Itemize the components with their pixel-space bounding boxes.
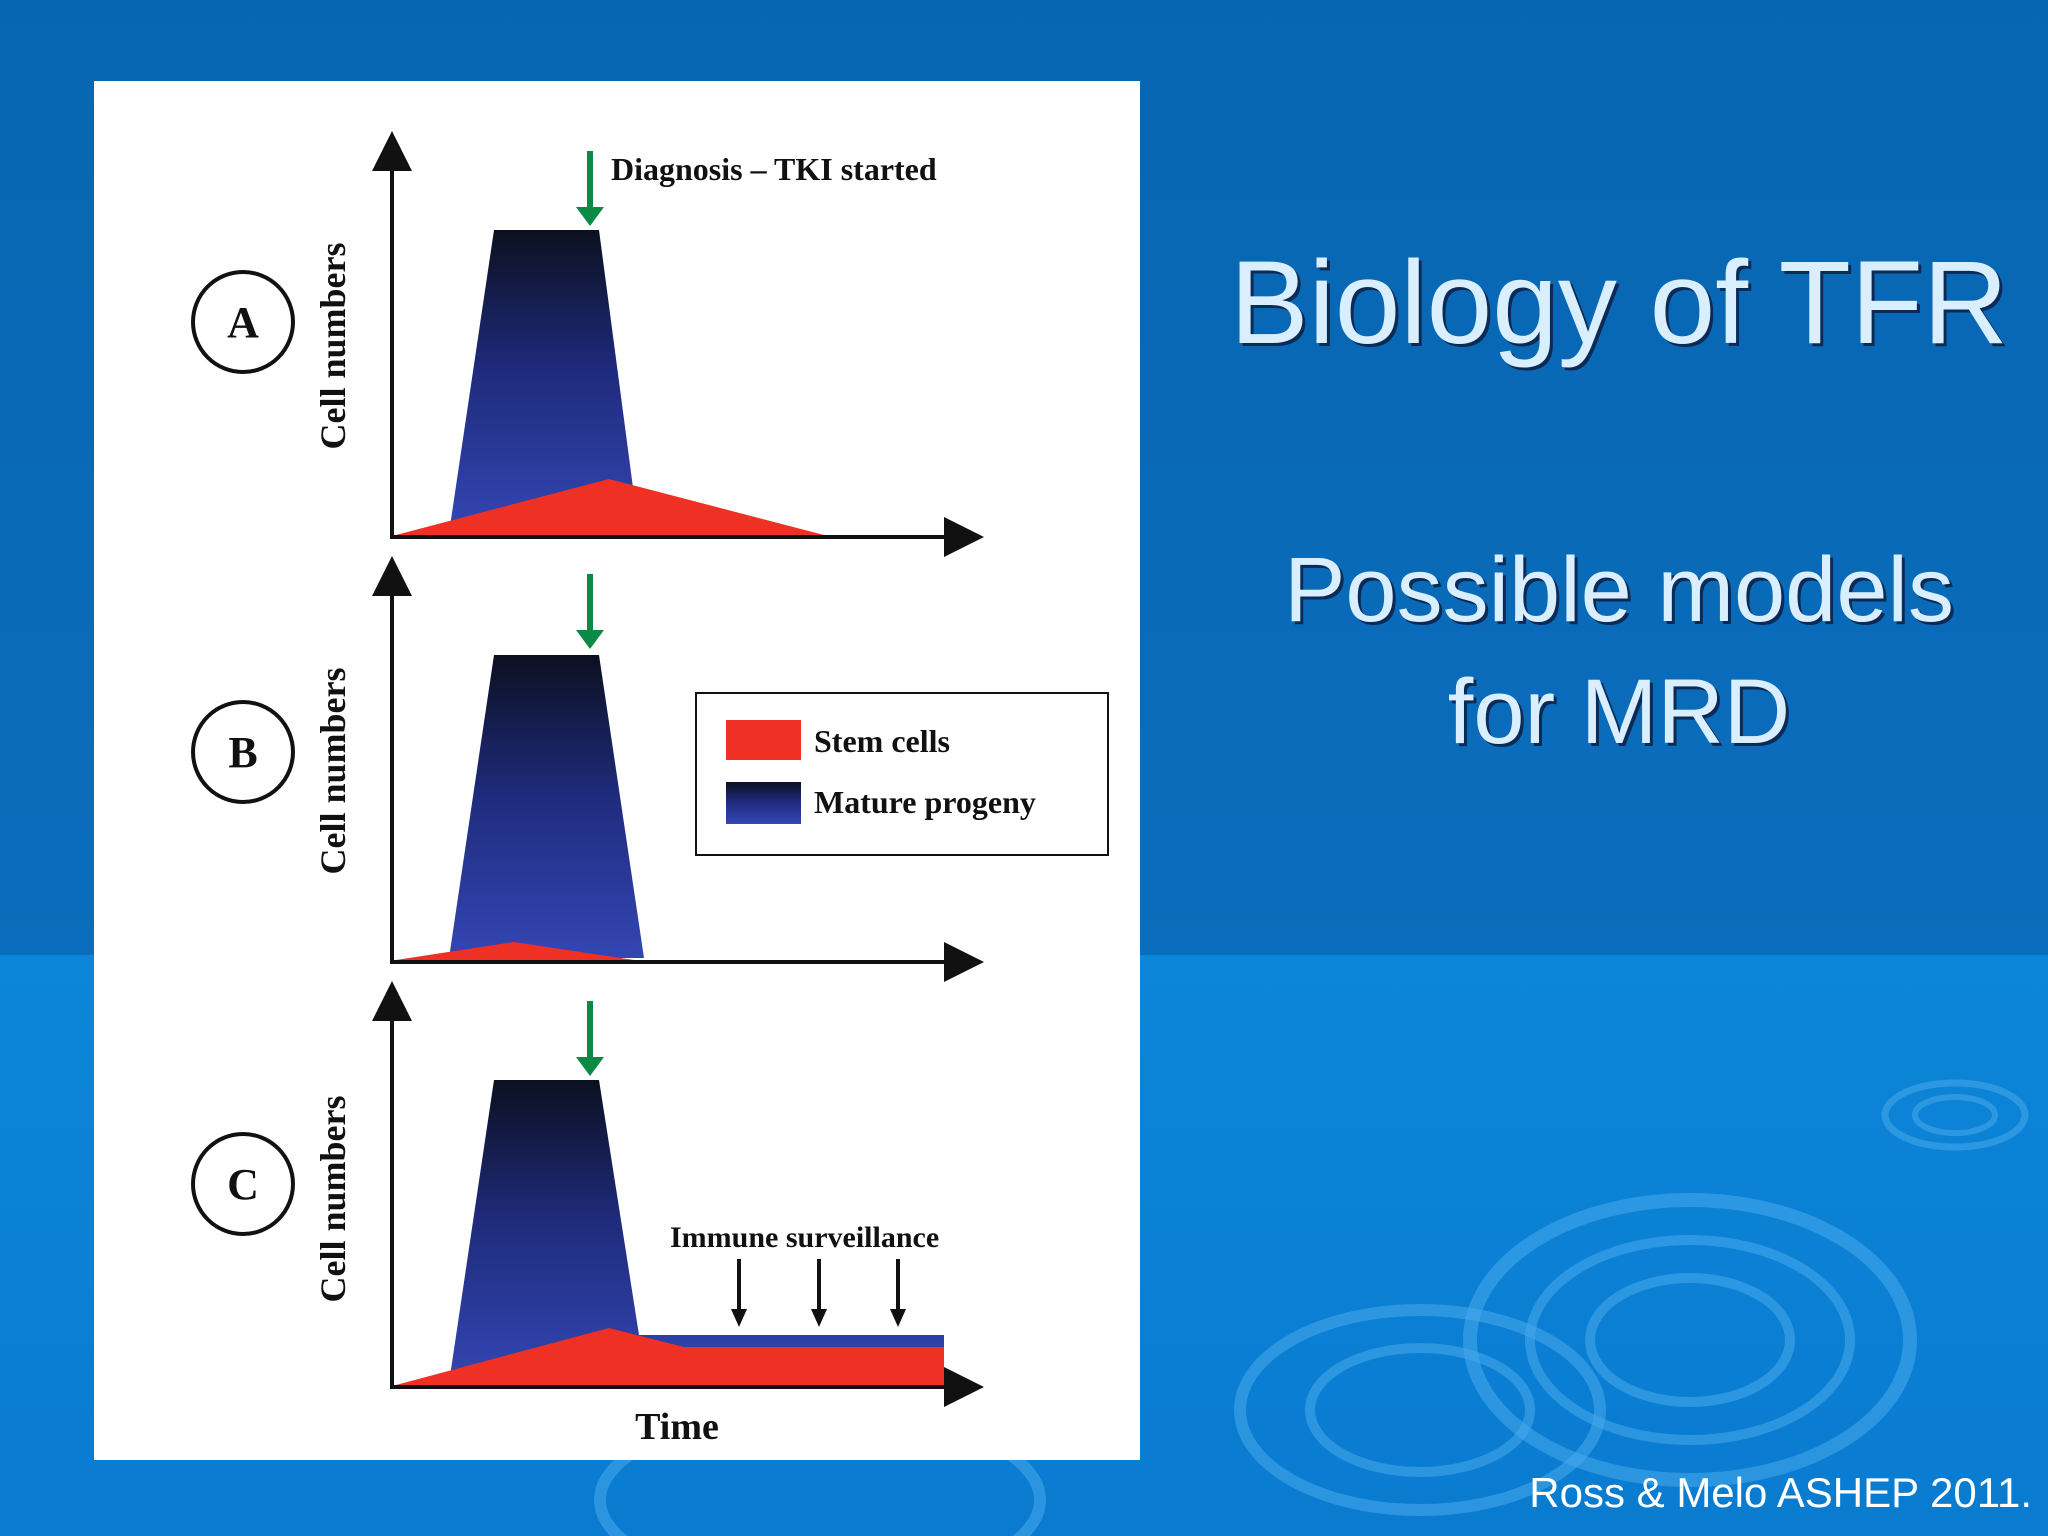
legend-swatch-mature-progeny	[726, 782, 801, 824]
panel-b-diagnosis-arrowhead	[576, 630, 604, 649]
slide-title: Biology of TFR	[1229, 237, 2009, 369]
slide-subtitle-line1: Possible models	[1284, 539, 1954, 641]
panel-a-stem-cells	[396, 479, 824, 535]
panel-c-diagnosis-arrowhead	[576, 1057, 604, 1076]
legend: Stem cells Mature progeny	[695, 692, 1109, 856]
panel-b-ylabel: Cell numbers	[313, 668, 353, 875]
panel-c-ylabel: Cell numbers	[313, 1096, 353, 1303]
panel-c-label-circle	[191, 1132, 295, 1236]
panel-b-mature-progeny	[449, 655, 644, 958]
panel-a-label: A	[227, 298, 259, 347]
legend-box	[695, 692, 1109, 856]
panel-b-label-circle	[191, 700, 295, 804]
legend-swatch-stem-cells	[726, 720, 801, 760]
panel-a-mature-progeny	[449, 230, 639, 533]
citation: Ross & Melo ASHEP 2011.	[1529, 1469, 2032, 1516]
panel-a-diagnosis-arrowhead	[576, 207, 604, 226]
panel-c-mature-progeny	[449, 1080, 944, 1383]
immune-surveillance-arrows	[731, 1259, 906, 1327]
panel-c-xlabel: Time	[635, 1406, 719, 1448]
panel-c: C Cell numbers Immune surveillance Time	[191, 981, 984, 1448]
panel-a-annotation: Diagnosis – TKI started	[611, 151, 937, 187]
slide-subtitle-line2: for MRD	[1447, 661, 1791, 763]
panel-c-annotation: Immune surveillance	[670, 1221, 939, 1254]
panel-a-ylabel: Cell numbers	[313, 243, 353, 450]
panel-b-label: B	[228, 728, 257, 777]
panel-c-label: C	[227, 1160, 259, 1209]
panel-b: B Cell numbers Stem cells Mature progeny	[191, 556, 1109, 982]
legend-label-stem-cells: Stem cells	[814, 723, 950, 759]
legend-label-mature-progeny: Mature progeny	[814, 784, 1036, 820]
panel-a-label-circle	[191, 270, 295, 374]
panel-a: A Cell numbers Diagnosis – TKI started	[191, 131, 984, 557]
panel-c-stem-cells	[396, 1328, 944, 1385]
panel-b-stem-cells	[396, 942, 634, 960]
figure-panel: A Cell numbers Diagnosis – TKI started B…	[94, 81, 1140, 1460]
tfr-models-diagram: A Cell numbers Diagnosis – TKI started B…	[191, 131, 1109, 1448]
